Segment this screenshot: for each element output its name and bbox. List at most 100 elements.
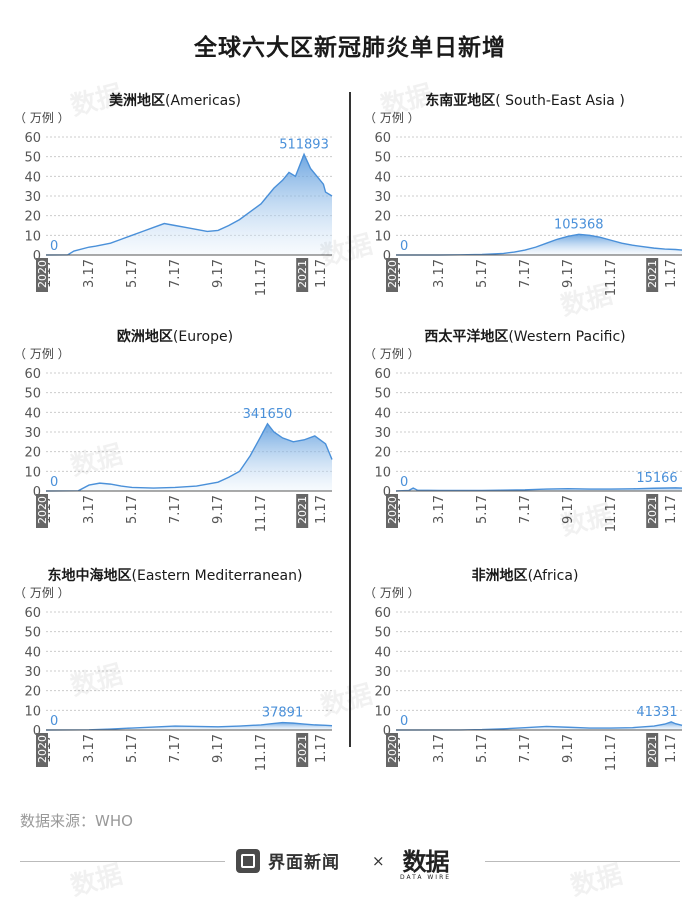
start-value-label: 0 bbox=[50, 239, 58, 254]
x-tick-label: 11.17 bbox=[254, 734, 269, 771]
chart-title: 非洲地区(Africa) bbox=[471, 568, 579, 584]
y-tick-label: 40 bbox=[24, 170, 41, 185]
year-label-box bbox=[386, 733, 398, 767]
x-tick-label: 3.17 bbox=[432, 734, 447, 763]
x-tick-label: 1.17 bbox=[664, 259, 679, 288]
unit-label: （ 万例 ） bbox=[364, 347, 420, 361]
x-tick-label: 9.17 bbox=[561, 495, 576, 524]
y-tick-label: 20 bbox=[24, 446, 41, 461]
year-label: 2021 bbox=[296, 260, 309, 288]
year-label: 2021 bbox=[646, 496, 659, 524]
peak-value-label: 37891 bbox=[262, 706, 303, 721]
x-tick-label: 3.17 bbox=[82, 734, 97, 763]
chart-africa: 非洲地区(Africa) （ 万例 ） 0 10 20 30 40 50 60 0 41331 1.… bbox=[360, 565, 700, 805]
x-tick-label: 7.17 bbox=[518, 259, 533, 288]
start-value-label: 0 bbox=[50, 714, 58, 729]
x-tick-label: 9.17 bbox=[211, 734, 226, 763]
x-tick-label: 3.17 bbox=[82, 259, 97, 288]
y-tick-label: 0 bbox=[383, 249, 391, 264]
y-tick-label: 30 bbox=[374, 665, 391, 680]
x-tick-label: 3.17 bbox=[432, 495, 447, 524]
y-tick-label: 20 bbox=[374, 210, 391, 225]
x-tick-label: 7.17 bbox=[168, 495, 183, 524]
chart-western-pacific: 西太平洋地区(Western Pacific) （ 万例 ） 0 10 20 30 40 5… bbox=[360, 326, 700, 566]
start-value-label: 0 bbox=[400, 239, 408, 254]
year-label-box bbox=[296, 494, 309, 528]
peak-value-label: 511893 bbox=[279, 137, 329, 152]
x-tick-label: 1.17 bbox=[314, 495, 329, 524]
series-area bbox=[46, 154, 332, 255]
y-tick-label: 20 bbox=[374, 685, 391, 700]
x-tick-label: 3.17 bbox=[82, 495, 97, 524]
series-area bbox=[396, 721, 682, 730]
x-tick-label: 9.17 bbox=[211, 259, 226, 288]
x-tick-label: 11.17 bbox=[604, 259, 619, 296]
peak-value-label: 15166 bbox=[636, 471, 677, 486]
year-label-box bbox=[386, 494, 398, 528]
year-label-box bbox=[296, 733, 309, 767]
y-tick-label: 60 bbox=[374, 606, 391, 621]
year-label-box bbox=[296, 258, 309, 292]
y-tick-label: 60 bbox=[374, 131, 391, 146]
year-label: 2021 bbox=[296, 735, 309, 763]
peak-value-label: 341650 bbox=[243, 407, 293, 422]
chart-svg: （ 万例 ） 0 10 20 30 40 50 60 0 37891 1.17 3.17 5.17 7.1… bbox=[14, 586, 333, 771]
y-tick-label: 50 bbox=[374, 626, 391, 641]
chart-south-east-asia: 东南亚地区( South-East Asia ) （ 万例 ） 0 10 20 30 40… bbox=[360, 90, 700, 330]
datawire-subtext: DATA WIRE bbox=[400, 874, 452, 881]
y-tick-label: 30 bbox=[24, 665, 41, 680]
chart-title: 东地中海地区(Eastern Mediterranean) bbox=[47, 568, 303, 584]
chart-title: 美洲地区(Americas) bbox=[109, 93, 241, 109]
chart-title: 西太平洋地区(Western Pacific) bbox=[424, 329, 626, 345]
chart-europe: 欧洲地区(Europe) （ 万例 ） 0 10 20 30 40 50 60 0 341650 1… bbox=[10, 326, 350, 566]
x-tick-label: 5.17 bbox=[475, 495, 490, 524]
chart-svg: （ 万例 ） 0 10 20 30 40 50 60 0 41331 1.17 3.17 5.17 7.1… bbox=[364, 586, 683, 771]
year-label-box bbox=[646, 494, 659, 528]
x-tick-label: 1.17 bbox=[314, 734, 329, 763]
y-tick-label: 60 bbox=[24, 606, 41, 621]
y-tick-label: 20 bbox=[24, 685, 41, 700]
year-label: 2020 bbox=[36, 735, 49, 763]
x-tick-label: 5.17 bbox=[475, 259, 490, 288]
x-tick-label: 1.17 bbox=[314, 259, 329, 288]
x-tick-label: 5.17 bbox=[125, 259, 140, 288]
y-tick-label: 10 bbox=[24, 465, 41, 480]
unit-label: （ 万例 ） bbox=[364, 111, 420, 125]
x-tick-label: 7.17 bbox=[168, 734, 183, 763]
y-tick-label: 30 bbox=[24, 190, 41, 205]
y-tick-label: 30 bbox=[374, 190, 391, 205]
x-tick-label: 9.17 bbox=[561, 734, 576, 763]
year-label-box bbox=[36, 494, 48, 528]
x-tick-label: 5.17 bbox=[125, 495, 140, 524]
x-tick-label: 9.17 bbox=[561, 259, 576, 288]
year-label: 2020 bbox=[386, 260, 399, 288]
footer-rule-right bbox=[485, 861, 680, 862]
page-title: 全球六大区新冠肺炎单日新增 bbox=[194, 35, 506, 61]
year-label: 2020 bbox=[386, 735, 399, 763]
start-value-label: 0 bbox=[400, 475, 408, 490]
x-tick-label: 1.17 bbox=[664, 734, 679, 763]
x-tick-label: 11.17 bbox=[604, 734, 619, 771]
x-tick-label: 11.17 bbox=[254, 495, 269, 532]
data-source: 数据来源：WHO bbox=[20, 812, 133, 830]
y-tick-label: 40 bbox=[24, 406, 41, 421]
y-tick-label: 60 bbox=[24, 367, 41, 382]
y-tick-label: 40 bbox=[374, 645, 391, 660]
y-tick-label: 30 bbox=[374, 426, 391, 441]
year-label: 2021 bbox=[296, 496, 309, 524]
year-label: 2021 bbox=[646, 735, 659, 763]
x-tick-label: 7.17 bbox=[518, 495, 533, 524]
year-label-box bbox=[386, 258, 398, 292]
y-tick-label: 0 bbox=[33, 724, 41, 739]
y-tick-label: 10 bbox=[374, 704, 391, 719]
start-value-label: 0 bbox=[400, 714, 408, 729]
y-tick-label: 20 bbox=[24, 210, 41, 225]
y-tick-label: 20 bbox=[374, 446, 391, 461]
y-tick-label: 10 bbox=[374, 229, 391, 244]
x-tick-label: 7.17 bbox=[168, 259, 183, 288]
peak-value-label: 41331 bbox=[636, 705, 677, 720]
y-tick-label: 40 bbox=[374, 170, 391, 185]
x-tick-label: 1.17 bbox=[664, 495, 679, 524]
x-tick-label: 7.17 bbox=[518, 734, 533, 763]
y-tick-label: 40 bbox=[24, 645, 41, 660]
